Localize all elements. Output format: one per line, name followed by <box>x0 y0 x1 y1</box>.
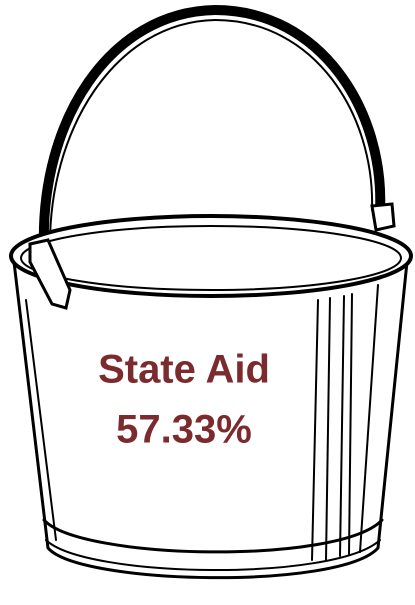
page: State Aid 57.33% (() => { const data = J… <box>0 0 415 605</box>
rim <box>11 216 411 296</box>
handle <box>44 10 380 248</box>
value-label: 57.33% <box>116 408 252 452</box>
right-clip <box>372 204 394 230</box>
bucket-illustration: State Aid 57.33% <box>0 0 415 605</box>
label: State Aid <box>98 348 270 392</box>
